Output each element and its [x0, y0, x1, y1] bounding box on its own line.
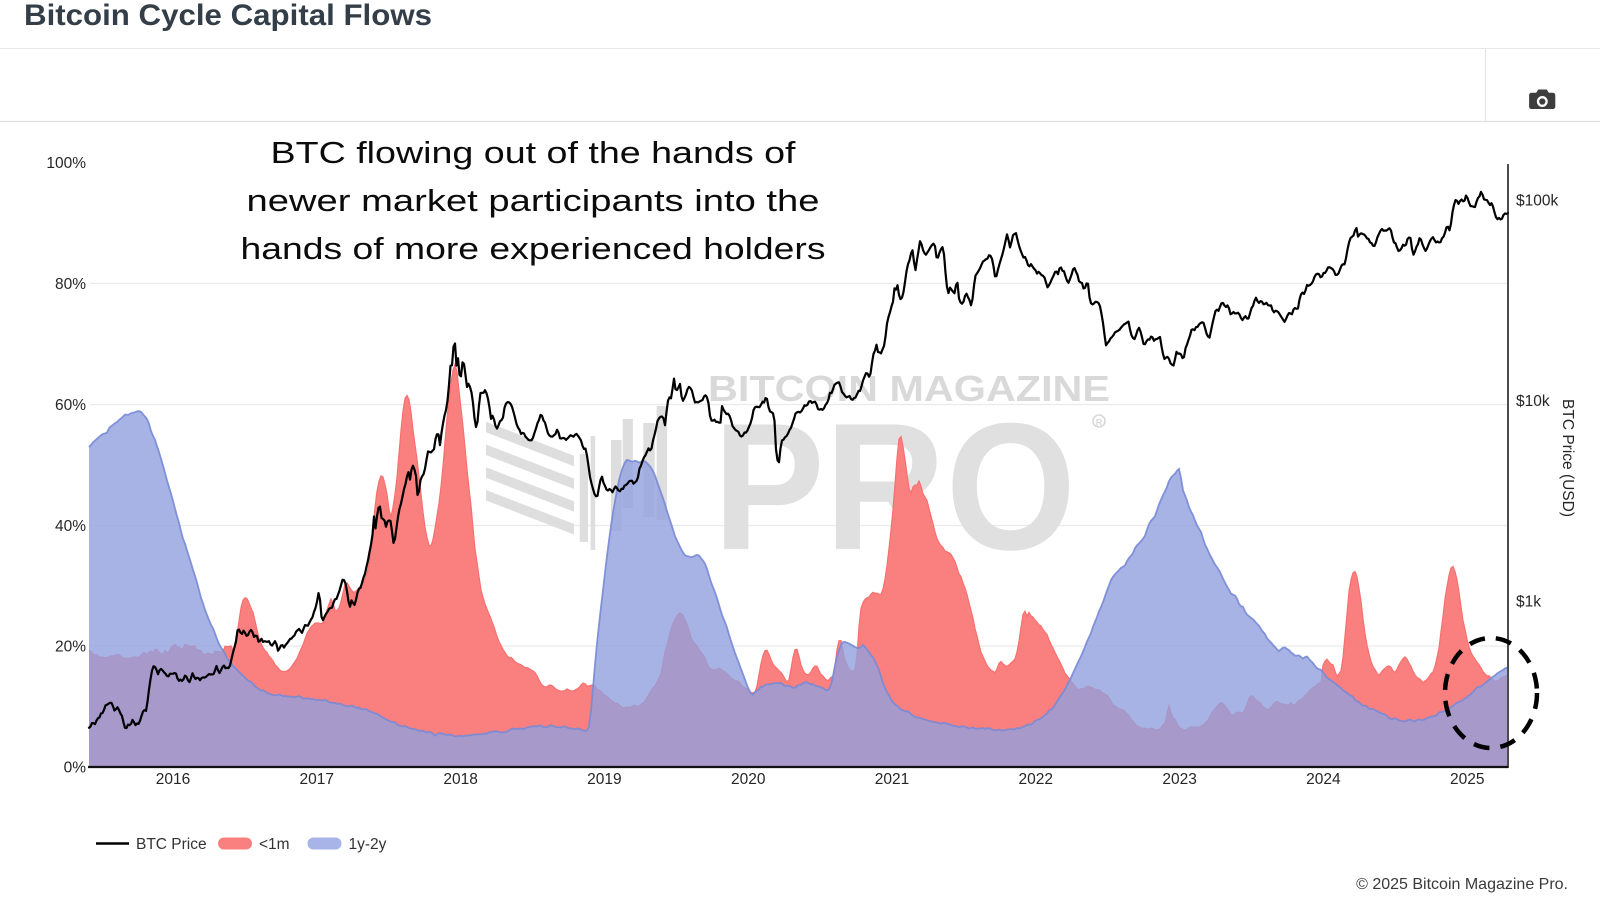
svg-text:100%: 100%: [46, 155, 86, 172]
svg-text:2022: 2022: [1019, 771, 1053, 788]
svg-text:2025: 2025: [1450, 771, 1484, 788]
svg-text:$1k: $1k: [1516, 594, 1541, 611]
svg-text:2021: 2021: [875, 771, 909, 788]
svg-text:2019: 2019: [587, 771, 621, 788]
svg-text:BTC Price: BTC Price: [136, 836, 207, 853]
svg-text:Bitcoin Cycle Capital Flows: Bitcoin Cycle Capital Flows: [24, 0, 432, 32]
svg-text:2016: 2016: [156, 771, 190, 788]
svg-text:20%: 20%: [55, 639, 86, 656]
svg-text:<1m: <1m: [259, 836, 290, 853]
svg-text:40%: 40%: [55, 518, 86, 535]
svg-text:BITCOIN MAGAZINE: BITCOIN MAGAZINE: [708, 368, 1110, 409]
svg-text:$10k: $10k: [1516, 393, 1550, 410]
svg-text:1y-2y: 1y-2y: [349, 836, 387, 853]
svg-text:BTC flowing out of the hands o: BTC flowing out of the hands of: [271, 135, 796, 170]
svg-text:80%: 80%: [55, 276, 86, 293]
svg-text:© 2025 Bitcoin Magazine Pro.: © 2025 Bitcoin Magazine Pro.: [1356, 876, 1568, 893]
svg-text:hands of more experienced hold: hands of more experienced holders: [241, 231, 826, 266]
svg-text:2017: 2017: [300, 771, 334, 788]
svg-text:BTC Price (USD): BTC Price (USD): [1559, 399, 1576, 517]
svg-text:2023: 2023: [1162, 771, 1196, 788]
svg-text:60%: 60%: [55, 397, 86, 414]
svg-text:2024: 2024: [1306, 771, 1341, 788]
svg-text:R: R: [1096, 418, 1103, 428]
svg-text:0%: 0%: [64, 760, 87, 777]
svg-text:2020: 2020: [731, 771, 766, 788]
svg-text:$100k: $100k: [1516, 193, 1558, 210]
svg-text:2018: 2018: [443, 771, 477, 788]
svg-text:newer market participants into: newer market participants into the: [247, 183, 820, 218]
